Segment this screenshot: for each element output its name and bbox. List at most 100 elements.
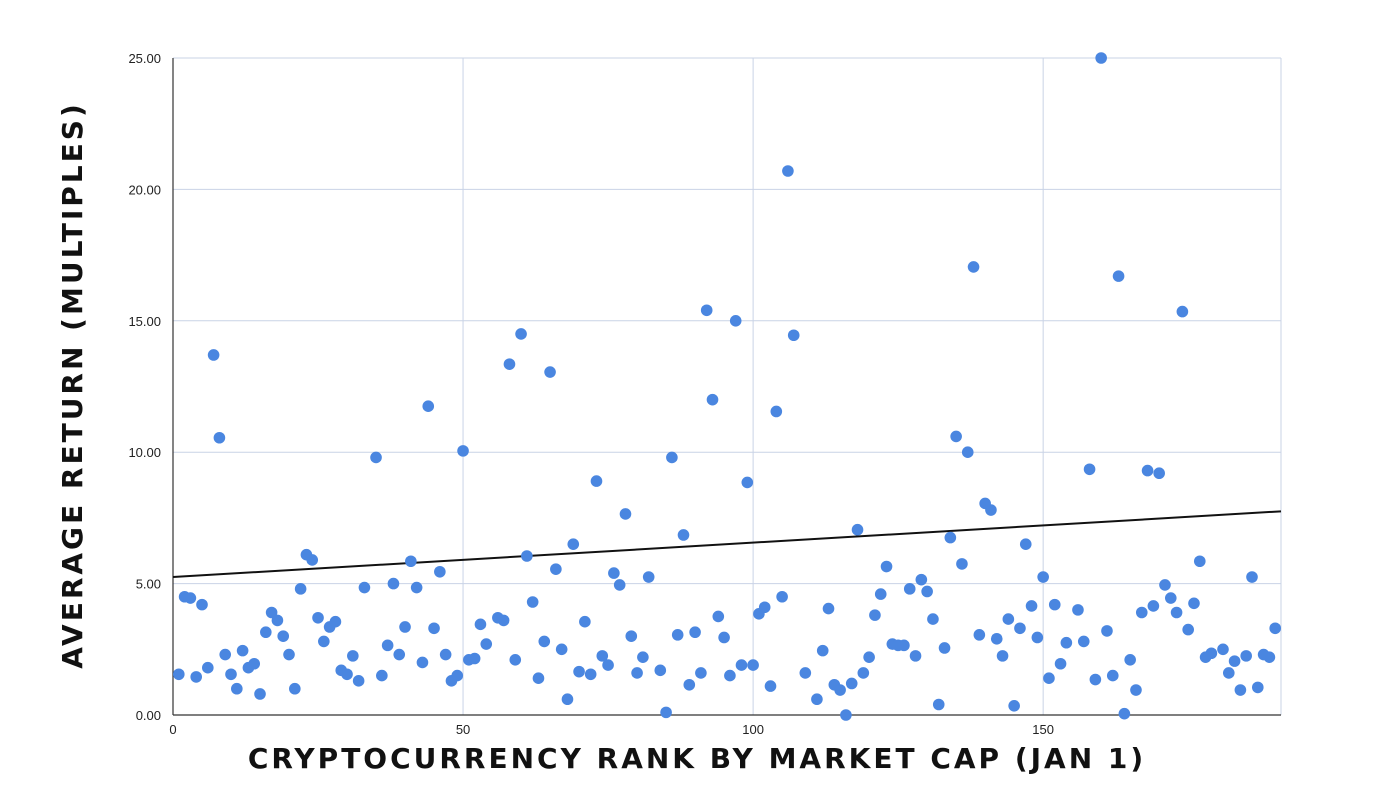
data-point	[596, 650, 609, 662]
data-point	[938, 642, 951, 654]
data-point	[811, 693, 823, 706]
data-point	[434, 565, 446, 578]
data-point	[341, 668, 353, 681]
data-point	[1251, 681, 1264, 694]
data-point	[1118, 707, 1131, 720]
data-point	[1205, 647, 1218, 660]
x-axis-title: CRYPTOCURRENCY RANK BY MARKET CAP (JAN 1…	[248, 742, 1146, 775]
data-point	[695, 667, 707, 679]
data-point	[1077, 635, 1090, 648]
data-point	[1130, 684, 1142, 696]
data-point	[254, 688, 266, 700]
data-point	[1147, 600, 1160, 612]
data-point	[683, 678, 696, 691]
data-point	[1106, 669, 1119, 682]
data-point	[718, 631, 730, 644]
data-point	[422, 400, 435, 413]
data-point	[561, 693, 574, 706]
data-point	[1269, 622, 1281, 635]
data-point	[503, 358, 516, 370]
data-point	[538, 635, 551, 648]
data-point	[387, 577, 400, 590]
data-point	[996, 650, 1009, 662]
data-point	[834, 684, 846, 696]
data-point	[410, 581, 423, 594]
data-points-layer	[173, 52, 1281, 721]
data-point	[521, 550, 533, 562]
data-point	[1182, 623, 1194, 636]
y-tick-label: 0.00	[136, 708, 161, 723]
x-tick-label: 0	[169, 722, 176, 737]
data-point	[1083, 463, 1096, 476]
data-point	[625, 630, 638, 642]
data-point	[457, 445, 469, 457]
data-point	[381, 639, 394, 652]
data-point	[579, 615, 591, 628]
data-point	[202, 661, 214, 674]
data-point	[1176, 305, 1189, 318]
data-point	[700, 304, 713, 317]
data-point	[283, 648, 295, 661]
data-point	[816, 644, 829, 657]
data-point	[637, 651, 649, 663]
data-point	[306, 554, 319, 566]
data-point	[776, 590, 788, 603]
data-point	[1240, 650, 1252, 662]
data-point	[874, 588, 887, 600]
data-point	[735, 659, 748, 671]
data-point	[550, 563, 562, 575]
data-point	[312, 611, 324, 624]
data-point	[1234, 684, 1247, 696]
data-point	[666, 451, 678, 464]
data-point	[248, 657, 261, 670]
data-point	[376, 669, 388, 682]
trendline-layer	[172, 510, 1282, 579]
data-point	[497, 614, 510, 627]
data-point	[602, 659, 614, 671]
data-point	[724, 669, 736, 682]
axis-layer	[172, 58, 1281, 716]
data-point	[231, 682, 243, 695]
data-point	[671, 629, 684, 641]
data-point	[956, 558, 968, 570]
data-point	[869, 609, 881, 621]
y-tick-label: 15.00	[128, 314, 161, 329]
data-point	[526, 596, 539, 608]
data-point	[329, 615, 342, 628]
data-point	[619, 508, 632, 520]
data-point	[950, 430, 962, 443]
data-point	[451, 669, 464, 682]
data-point	[729, 315, 742, 327]
data-point	[1164, 592, 1177, 604]
data-point	[480, 638, 493, 650]
data-point	[590, 475, 603, 487]
data-point	[799, 667, 812, 679]
x-tick-label: 150	[1032, 722, 1054, 737]
data-point	[857, 667, 870, 679]
data-point	[758, 601, 771, 614]
data-point	[1101, 625, 1113, 637]
y-tick-label: 25.00	[128, 51, 161, 66]
data-point	[921, 585, 933, 598]
data-point	[1019, 538, 1032, 550]
data-point	[347, 650, 359, 662]
data-point	[903, 583, 916, 595]
data-point	[1159, 579, 1171, 591]
data-point	[1002, 613, 1015, 625]
data-point	[741, 476, 754, 489]
data-point	[352, 675, 365, 687]
data-point	[416, 656, 429, 669]
data-point	[985, 504, 997, 516]
trendline	[172, 510, 1282, 579]
data-point	[190, 671, 203, 683]
data-point	[219, 648, 232, 661]
data-point	[405, 555, 417, 568]
data-point	[973, 629, 986, 641]
data-point	[1025, 600, 1038, 612]
data-point	[468, 652, 481, 665]
y-tick-label: 10.00	[128, 445, 161, 460]
data-point	[439, 648, 452, 661]
data-point	[764, 680, 777, 692]
data-point	[1193, 555, 1206, 568]
data-point	[642, 571, 655, 583]
